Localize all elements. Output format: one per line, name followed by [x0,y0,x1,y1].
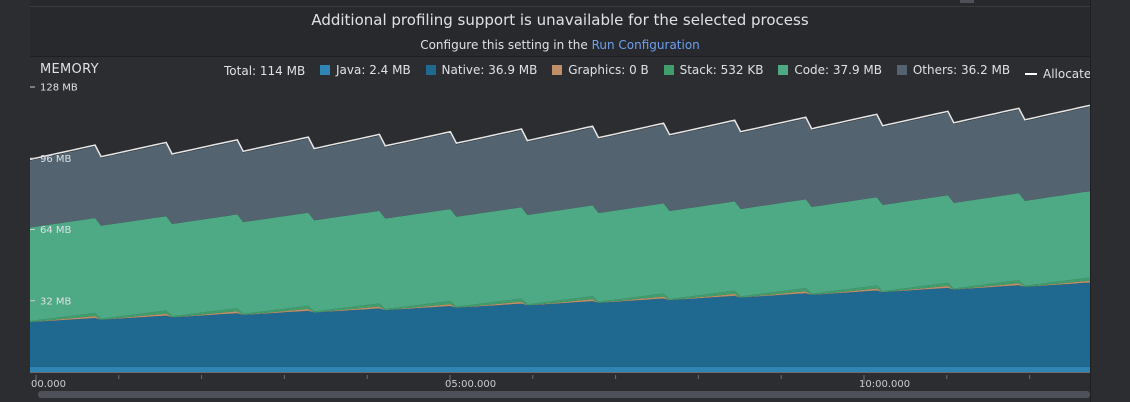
memory-profiler-panel: Additional profiling support is unavaila… [30,0,1128,402]
x-tick-label: 00.000 [31,379,66,390]
x-tick-label: 05:00.000 [445,379,496,390]
unsupported-banner: Additional profiling support is unavaila… [30,0,1090,57]
legend-stack-label: Stack: 532 KB [679,63,764,77]
legend-code-label: Code: 37.9 MB [794,63,883,77]
left-gutter [0,0,30,402]
right-gutter [1090,0,1130,402]
legend-java: Java: 2.4 MB [320,63,411,77]
timeline-scrollbar[interactable] [38,391,1090,398]
x-axis-line [30,372,1090,373]
memory-title: MEMORY [40,62,99,77]
legend-total: Total: 114 MB [224,64,305,78]
area-others [30,106,1090,228]
legend-others: Others: 36.2 MB [896,63,1011,77]
area-code [30,191,1090,321]
legend-others-swatch [896,65,907,75]
memory-area-chart: 00.000 05:00.000 10:00.000 128 MB 96 MB 64 MB… [30,83,1090,390]
legend-stack-swatch [663,65,674,75]
legend-graphics-swatch [552,65,563,75]
legend-others-label: Others: 36.2 MB [912,63,1011,77]
legend-code: Code: 37.9 MB [778,63,882,77]
legend-allocated-dash [1024,73,1037,75]
memory-header: MEMORY Total: 114 MB Java: 2.4 MB Native… [30,58,1128,81]
y-tick-label: 96 MB [40,154,72,165]
banner-subtitle: Configure this setting in the Run Config… [30,38,1090,52]
area-native [30,282,1090,367]
banner-tab-indicator [960,0,974,3]
legend-total-label: Total: 114 MB [224,64,306,78]
legend-graphics: Graphics: 0 B [552,63,649,77]
legend-stack: Stack: 532 KB [663,63,764,77]
legend-native-label: Native: 36.9 MB [441,63,538,77]
memory-chart[interactable]: 00.000 05:00.000 10:00.000 128 MB 96 MB 64 MB… [30,80,1090,400]
area-java [30,366,1090,372]
banner-subtitle-text: Configure this setting in the [420,38,592,52]
legend-code-swatch [778,65,789,75]
legend-java-label: Java: 2.4 MB [336,63,411,77]
legend-graphics-label: Graphics: 0 B [568,63,649,77]
legend-native: Native: 36.9 MB [425,63,538,77]
y-tick-label: 32 MB [40,296,72,307]
y-tick-label: 64 MB [40,225,72,236]
total-outline [30,104,1090,161]
legend-java-swatch [320,65,331,75]
y-tick-label: 128 MB [40,83,78,94]
x-tick-label: 10:00.000 [859,379,910,390]
banner-title: Additional profiling support is unavaila… [311,11,809,29]
memory-legend: Total: 114 MB Java: 2.4 MB Native: 36.9 … [224,63,1130,81]
banner-divider [30,6,1090,7]
legend-native-swatch [425,65,436,75]
run-configuration-link[interactable]: Run Configuration [591,38,700,52]
